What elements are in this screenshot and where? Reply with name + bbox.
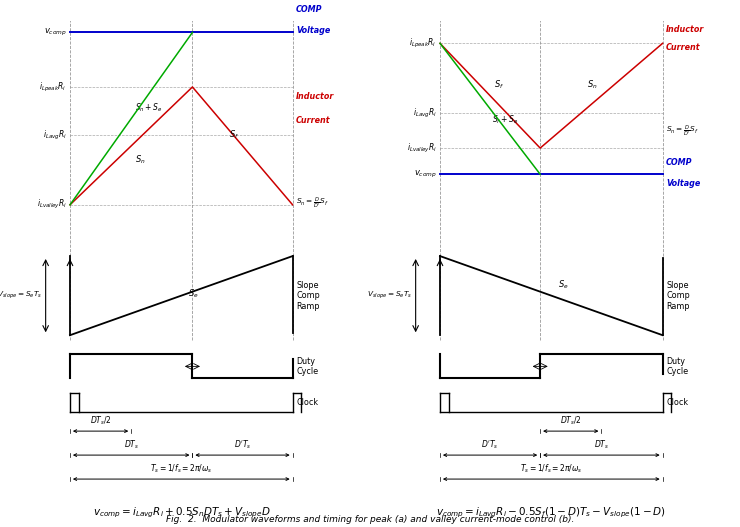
Text: $i_{Lavg}R_i$: $i_{Lavg}R_i$: [43, 129, 67, 142]
Text: $S_f$: $S_f$: [494, 79, 504, 91]
Text: $S_n$: $S_n$: [135, 153, 145, 165]
Text: $S_f$: $S_f$: [229, 129, 239, 141]
Text: $S_e$: $S_e$: [188, 288, 199, 300]
Text: Slope
Comp
Ramp: Slope Comp Ramp: [296, 281, 320, 310]
Text: $i_{Lvalley}R_i$: $i_{Lvalley}R_i$: [36, 198, 67, 211]
Text: $S_n=\frac{D}{D^{\prime}}S_f$: $S_n=\frac{D}{D^{\prime}}S_f$: [666, 123, 699, 138]
Text: Current: Current: [666, 43, 701, 52]
Text: $i_{Lvalley}R_i$: $i_{Lvalley}R_i$: [406, 142, 437, 154]
Text: $D'T_s$: $D'T_s$: [481, 439, 499, 451]
Text: $i_{Lpeak}R_i$: $i_{Lpeak}R_i$: [39, 81, 67, 93]
Text: $DT_s$: $DT_s$: [593, 439, 609, 451]
Text: $S_e$: $S_e$: [558, 278, 569, 291]
Text: $v_{comp} = i_{Lavg}R_i + 0.5S_nDT_s + V_{slope}D$: $v_{comp} = i_{Lavg}R_i + 0.5S_nDT_s + V…: [92, 505, 270, 520]
Text: $S_n=\frac{D}{D^{\prime}}S_f$: $S_n=\frac{D}{D^{\prime}}S_f$: [296, 195, 329, 210]
Text: Duty
Cycle: Duty Cycle: [296, 357, 318, 376]
Text: $DT_s/2$: $DT_s/2$: [90, 415, 112, 427]
Text: $i_{Lpeak}R_i$: $i_{Lpeak}R_i$: [409, 37, 437, 50]
Text: Slope
Comp
Ramp: Slope Comp Ramp: [666, 281, 690, 310]
Text: $T_s = 1/f_s = 2\pi/\omega_s$: $T_s = 1/f_s = 2\pi/\omega_s$: [520, 463, 582, 475]
Text: Voltage: Voltage: [296, 26, 330, 35]
Text: $v_{comp}$: $v_{comp}$: [414, 169, 437, 180]
Text: $S_n+S_e$: $S_n+S_e$: [135, 101, 163, 114]
Text: Current: Current: [296, 116, 331, 125]
Text: $T_s = 1/f_s = 2\pi/\omega_s$: $T_s = 1/f_s = 2\pi/\omega_s$: [150, 463, 212, 475]
Text: COMP: COMP: [666, 158, 693, 167]
Text: $S_f+S_e$: $S_f+S_e$: [492, 114, 518, 126]
Text: Inductor: Inductor: [296, 92, 334, 101]
Text: $V_{slope}=S_eT_s$: $V_{slope}=S_eT_s$: [367, 290, 412, 301]
Text: Inductor: Inductor: [666, 25, 704, 34]
Text: $i_{Lavg}R_i$: $i_{Lavg}R_i$: [413, 106, 437, 120]
Text: $v_{comp} = i_{Lavg}R_i - 0.5S_f\left(1-D\right)T_s - V_{slope}\left(1-D\right)$: $v_{comp} = i_{Lavg}R_i - 0.5S_f\left(1-…: [437, 505, 666, 520]
Text: $D'T_s$: $D'T_s$: [234, 439, 252, 451]
Text: Clock: Clock: [666, 398, 688, 407]
Text: Voltage: Voltage: [666, 179, 700, 188]
Text: $S_n$: $S_n$: [588, 79, 598, 91]
Text: $v_{comp}$: $v_{comp}$: [44, 27, 67, 38]
Text: Duty
Cycle: Duty Cycle: [666, 357, 688, 376]
Text: $DT_s$: $DT_s$: [124, 439, 139, 451]
Text: $DT_s/2$: $DT_s/2$: [560, 415, 582, 427]
Text: Fig.  2.  Modulator waveforms and timing for peak (a) and valley current-mode co: Fig. 2. Modulator waveforms and timing f…: [166, 515, 574, 524]
Text: Clock: Clock: [296, 398, 318, 407]
Text: $V_{slope}=S_eT_s$: $V_{slope}=S_eT_s$: [0, 290, 42, 301]
Text: COMP: COMP: [296, 5, 323, 14]
